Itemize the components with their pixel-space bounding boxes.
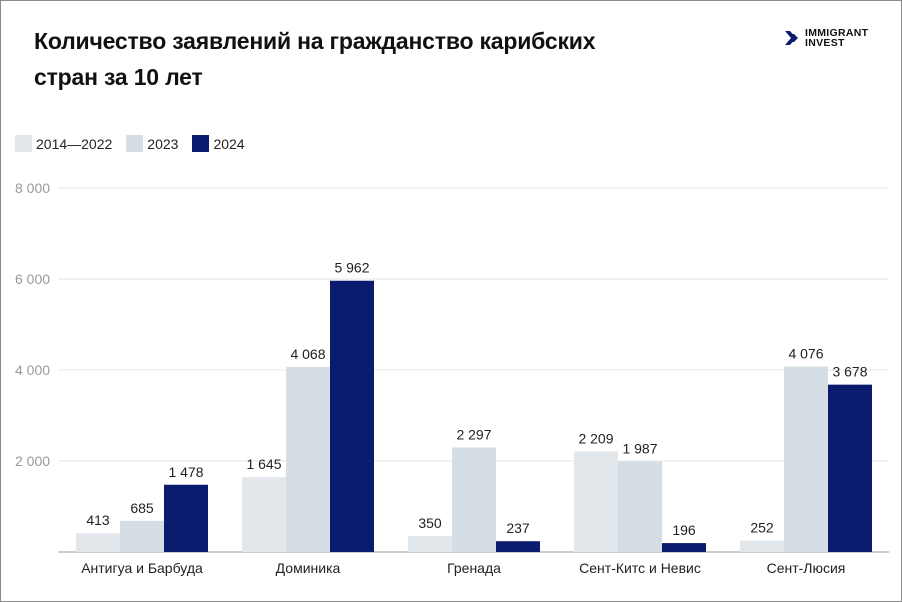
legend-label: 2023 — [147, 135, 179, 152]
x-tick-label: Сент-Китс и Невис — [579, 560, 701, 576]
y-tick-label: 2 000 — [15, 453, 50, 469]
y-tick-label: 8 000 — [15, 180, 50, 196]
logo-line1: IMMIGRANT — [805, 27, 869, 39]
data-label: 2 297 — [456, 426, 491, 442]
x-tick-label: Гренада — [447, 560, 501, 576]
data-label: 4 068 — [290, 346, 325, 362]
bar — [740, 540, 784, 552]
legend-label: 2014—2022 — [36, 135, 113, 152]
bar — [120, 520, 164, 552]
bar — [408, 536, 452, 552]
bar — [784, 366, 828, 552]
legend-item[interactable]: 2024 — [192, 135, 245, 152]
bar — [574, 451, 618, 552]
x-tick-label: Сент-Люсия — [767, 560, 846, 576]
bar — [662, 543, 706, 552]
x-tick-label: Доминика — [276, 560, 341, 576]
y-tick-label: 6 000 — [15, 271, 50, 287]
legend-swatch — [15, 135, 32, 152]
logo-arrow-icon — [785, 31, 798, 45]
data-label: 350 — [418, 515, 442, 531]
legend-swatch — [192, 135, 210, 152]
legend: 2014—2022 2023 2024 — [15, 135, 259, 152]
legend-item[interactable]: 2023 — [126, 135, 178, 152]
data-label: 252 — [750, 520, 774, 536]
data-label: 196 — [672, 522, 696, 538]
bar — [496, 541, 540, 552]
chart-title: Количество заявлений на гражданство кари… — [34, 28, 596, 90]
logo-line2: INVEST — [805, 37, 845, 49]
data-label: 237 — [506, 520, 530, 536]
data-label: 1 478 — [168, 464, 203, 480]
bar — [618, 461, 662, 552]
y-tick-label: 4 000 — [15, 362, 50, 378]
data-label: 4 076 — [788, 346, 823, 362]
data-label: 685 — [130, 500, 154, 516]
bar — [242, 477, 286, 552]
data-label: 413 — [86, 512, 110, 528]
data-label: 1 645 — [246, 456, 281, 472]
bar — [164, 484, 208, 552]
bar — [76, 533, 120, 552]
data-label: 2 209 — [578, 430, 613, 446]
bar — [330, 280, 374, 552]
legend-swatch — [126, 135, 144, 152]
legend-item[interactable]: 2014—2022 — [15, 135, 112, 152]
bar — [452, 447, 496, 552]
data-label: 5 962 — [334, 260, 369, 276]
data-label: 1 987 — [622, 441, 657, 457]
bar — [828, 384, 872, 552]
x-tick-label: Антигуа и Барбуда — [81, 560, 203, 576]
logo: IMMIGRANT INVEST — [784, 28, 868, 48]
data-label: 3 678 — [832, 364, 867, 380]
bar — [286, 366, 330, 552]
legend-label: 2024 — [213, 135, 245, 152]
